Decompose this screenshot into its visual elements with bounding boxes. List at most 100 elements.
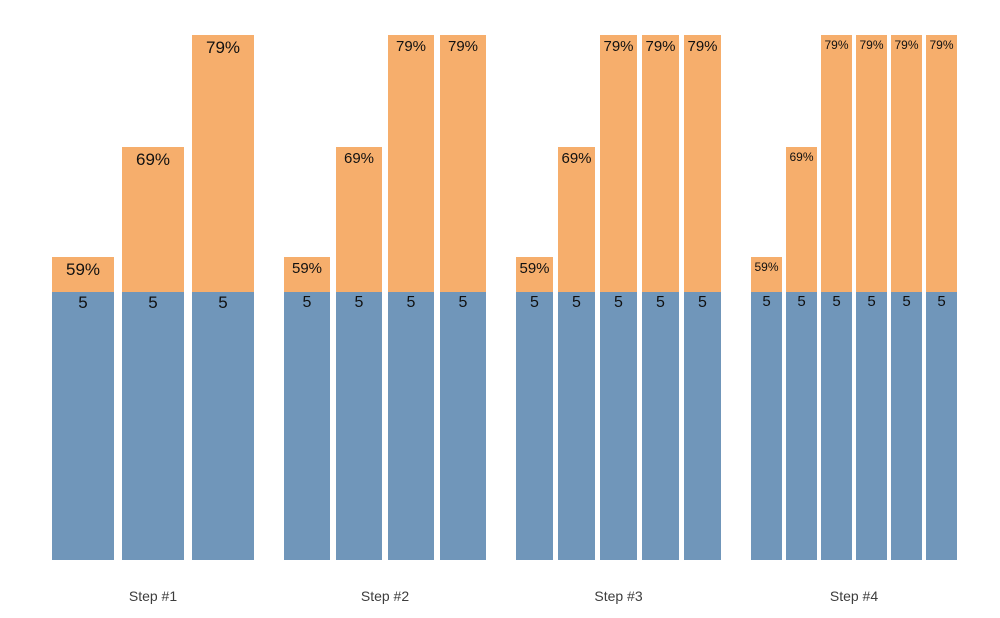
bar-chart: 59% 5 69% 5 79% 5 Step #1 59% 5 69% 5 79% 5 79% 5 Step … (52, 0, 957, 604)
base-segment: 5 (684, 292, 721, 560)
base-value-label: 5 (867, 293, 876, 310)
base-segment: 5 (642, 292, 679, 560)
base-value-label: 5 (614, 294, 623, 311)
base-segment: 5 (52, 292, 114, 560)
percent-label: 59% (65, 260, 101, 279)
percent-segment: 69% (122, 147, 184, 292)
category-label: Step #3 (594, 588, 643, 604)
percent-label: 69% (135, 150, 171, 169)
percent-label: 59% (519, 260, 550, 277)
stacked-bar: 79% 5 (192, 35, 254, 560)
percent-label: 79% (603, 38, 634, 55)
percent-label: 69% (561, 150, 592, 167)
percent-label: 79% (447, 38, 479, 55)
base-value-label: 5 (354, 294, 364, 311)
base-value-label: 5 (937, 293, 946, 310)
percent-label: 79% (645, 38, 676, 55)
stacked-bar: 79% 5 (600, 35, 637, 560)
stacked-bar: 79% 5 (684, 35, 721, 560)
stacked-bar: 69% 5 (786, 147, 817, 560)
percent-label: 79% (687, 38, 718, 55)
base-value-label: 5 (902, 293, 911, 310)
percent-segment: 59% (751, 257, 782, 292)
stacked-bar: 79% 5 (440, 35, 486, 560)
stacked-bar: 59% 5 (751, 257, 782, 560)
percent-label: 79% (205, 38, 241, 57)
base-segment: 5 (122, 292, 184, 560)
base-segment: 5 (751, 292, 782, 560)
base-segment: 5 (558, 292, 595, 560)
percent-segment: 79% (926, 35, 957, 292)
percent-label: 59% (291, 260, 323, 277)
percent-label: 69% (789, 150, 814, 164)
stacked-bar: 69% 5 (336, 147, 382, 560)
stacked-bar: 69% 5 (558, 147, 595, 560)
base-value-label: 5 (762, 293, 771, 310)
base-value-label: 5 (78, 293, 88, 312)
base-value-label: 5 (656, 294, 665, 311)
percent-segment: 79% (440, 35, 486, 292)
stacked-bar: 79% 5 (388, 35, 434, 560)
category-label: Step #1 (128, 588, 178, 604)
percent-segment: 79% (192, 35, 254, 292)
stacked-bar: 79% 5 (856, 35, 887, 560)
base-value-label: 5 (832, 293, 841, 310)
bar-group-4: 59% 5 69% 5 79% 5 79% 5 79% 5 79% 5 Step #4 (751, 35, 957, 604)
base-segment: 5 (821, 292, 852, 560)
base-value-label: 5 (302, 294, 312, 311)
percent-label: 79% (894, 38, 919, 52)
base-value-label: 5 (530, 294, 539, 311)
percent-segment: 79% (642, 35, 679, 292)
base-segment: 5 (926, 292, 957, 560)
percent-segment: 79% (684, 35, 721, 292)
percent-label: 79% (859, 38, 884, 52)
stacked-bar: 59% 5 (516, 257, 553, 560)
base-segment: 5 (388, 292, 434, 560)
stacked-bar: 59% 5 (52, 257, 114, 560)
percent-segment: 59% (516, 257, 553, 292)
percent-segment: 79% (821, 35, 852, 292)
percent-segment: 79% (600, 35, 637, 292)
percent-label: 79% (929, 38, 954, 52)
percent-label: 79% (395, 38, 427, 55)
percent-label: 79% (824, 38, 849, 52)
base-segment: 5 (891, 292, 922, 560)
base-segment: 5 (192, 292, 254, 560)
base-segment: 5 (336, 292, 382, 560)
percent-segment: 79% (856, 35, 887, 292)
stacked-bar: 79% 5 (821, 35, 852, 560)
category-label: Step #4 (829, 588, 879, 604)
bar-group-1: 59% 5 69% 5 79% 5 Step #1 (52, 35, 254, 604)
percent-segment: 79% (891, 35, 922, 292)
base-value-label: 5 (406, 294, 416, 311)
base-value-label: 5 (698, 294, 707, 311)
base-segment: 5 (786, 292, 817, 560)
stacked-bar: 79% 5 (926, 35, 957, 560)
category-label: Step #2 (360, 588, 410, 604)
stacked-bar: 79% 5 (642, 35, 679, 560)
base-value-label: 5 (148, 293, 158, 312)
base-value-label: 5 (458, 294, 468, 311)
base-value-label: 5 (797, 293, 806, 310)
bar-group-3: 59% 5 69% 5 79% 5 79% 5 79% 5 Step #3 (516, 35, 721, 604)
percent-segment: 79% (388, 35, 434, 292)
percent-segment: 69% (786, 147, 817, 292)
percent-label: 69% (343, 150, 375, 167)
percent-segment: 69% (558, 147, 595, 292)
base-segment: 5 (440, 292, 486, 560)
base-segment: 5 (600, 292, 637, 560)
base-value-label: 5 (218, 293, 228, 312)
base-segment: 5 (856, 292, 887, 560)
percent-label: 59% (754, 260, 779, 274)
stacked-bar: 59% 5 (284, 257, 330, 560)
bar-group-2: 59% 5 69% 5 79% 5 79% 5 Step #2 (284, 35, 486, 604)
percent-segment: 59% (284, 257, 330, 292)
base-segment: 5 (284, 292, 330, 560)
percent-segment: 69% (336, 147, 382, 292)
base-segment: 5 (516, 292, 553, 560)
base-value-label: 5 (572, 294, 581, 311)
percent-segment: 59% (52, 257, 114, 292)
stacked-bar: 79% 5 (891, 35, 922, 560)
stacked-bar: 69% 5 (122, 147, 184, 560)
